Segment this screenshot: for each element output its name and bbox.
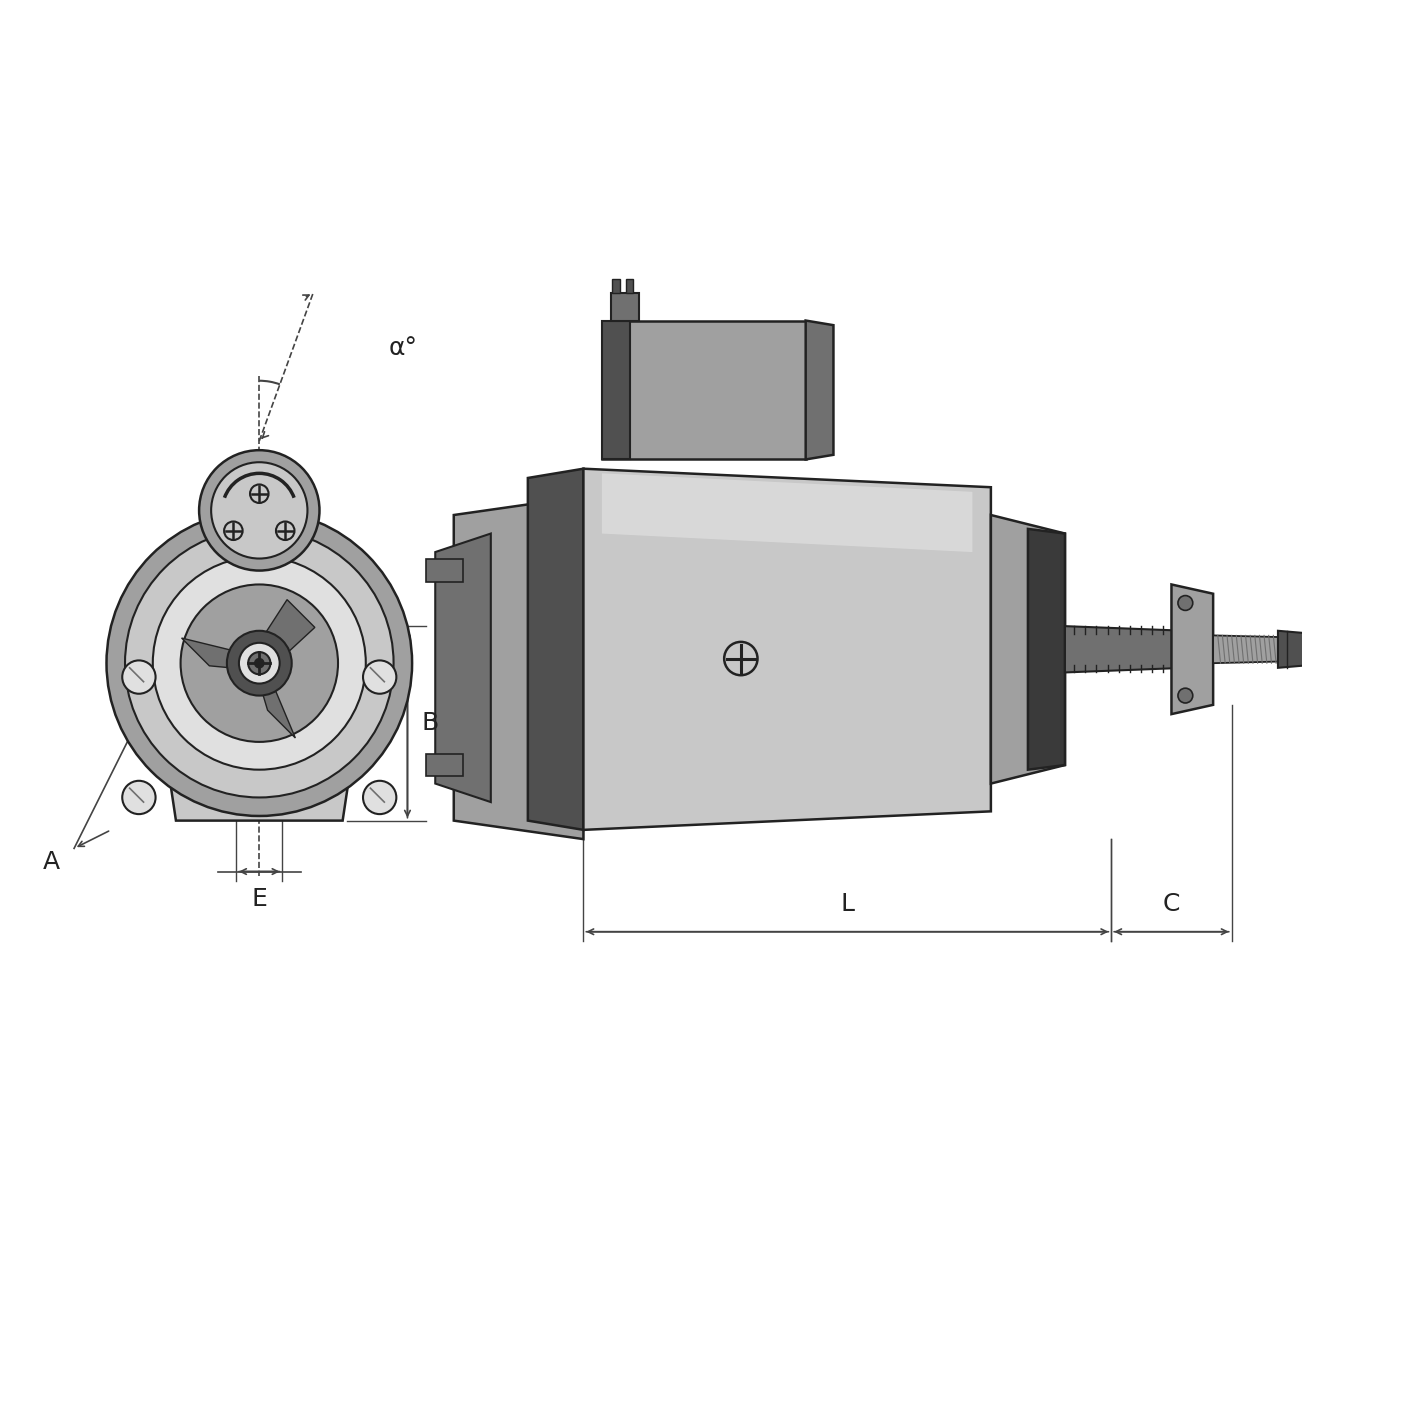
Circle shape bbox=[153, 557, 366, 769]
Polygon shape bbox=[454, 496, 583, 839]
Polygon shape bbox=[426, 560, 463, 582]
Polygon shape bbox=[612, 278, 620, 292]
Polygon shape bbox=[181, 638, 256, 671]
Circle shape bbox=[180, 585, 337, 742]
Polygon shape bbox=[426, 754, 463, 776]
Circle shape bbox=[200, 450, 319, 571]
Circle shape bbox=[363, 780, 396, 814]
Polygon shape bbox=[612, 292, 638, 321]
Circle shape bbox=[363, 661, 396, 693]
Polygon shape bbox=[602, 321, 806, 460]
Text: α°: α° bbox=[388, 336, 418, 360]
Circle shape bbox=[249, 652, 270, 675]
Circle shape bbox=[107, 510, 412, 815]
Polygon shape bbox=[1310, 599, 1357, 700]
Polygon shape bbox=[602, 321, 630, 460]
Polygon shape bbox=[436, 533, 491, 801]
Text: C: C bbox=[1163, 891, 1180, 915]
Circle shape bbox=[239, 643, 280, 683]
Circle shape bbox=[1178, 688, 1192, 703]
Polygon shape bbox=[583, 468, 991, 830]
Polygon shape bbox=[991, 515, 1064, 783]
Polygon shape bbox=[254, 666, 295, 738]
Text: L: L bbox=[841, 891, 855, 915]
Circle shape bbox=[122, 780, 156, 814]
Polygon shape bbox=[626, 278, 634, 292]
Circle shape bbox=[122, 661, 156, 693]
Text: B: B bbox=[422, 711, 439, 735]
Polygon shape bbox=[602, 474, 973, 553]
Circle shape bbox=[125, 529, 394, 797]
Polygon shape bbox=[806, 321, 834, 460]
Circle shape bbox=[1178, 596, 1192, 610]
Circle shape bbox=[211, 463, 308, 558]
Polygon shape bbox=[1278, 631, 1310, 668]
Polygon shape bbox=[259, 599, 315, 662]
Text: E: E bbox=[252, 887, 267, 911]
Polygon shape bbox=[527, 468, 583, 830]
Polygon shape bbox=[1171, 585, 1213, 714]
Polygon shape bbox=[162, 626, 357, 821]
Polygon shape bbox=[1213, 636, 1288, 664]
Circle shape bbox=[226, 631, 291, 696]
Text: A: A bbox=[42, 851, 59, 875]
Polygon shape bbox=[1064, 626, 1185, 672]
Circle shape bbox=[254, 658, 264, 668]
Polygon shape bbox=[1028, 529, 1064, 769]
